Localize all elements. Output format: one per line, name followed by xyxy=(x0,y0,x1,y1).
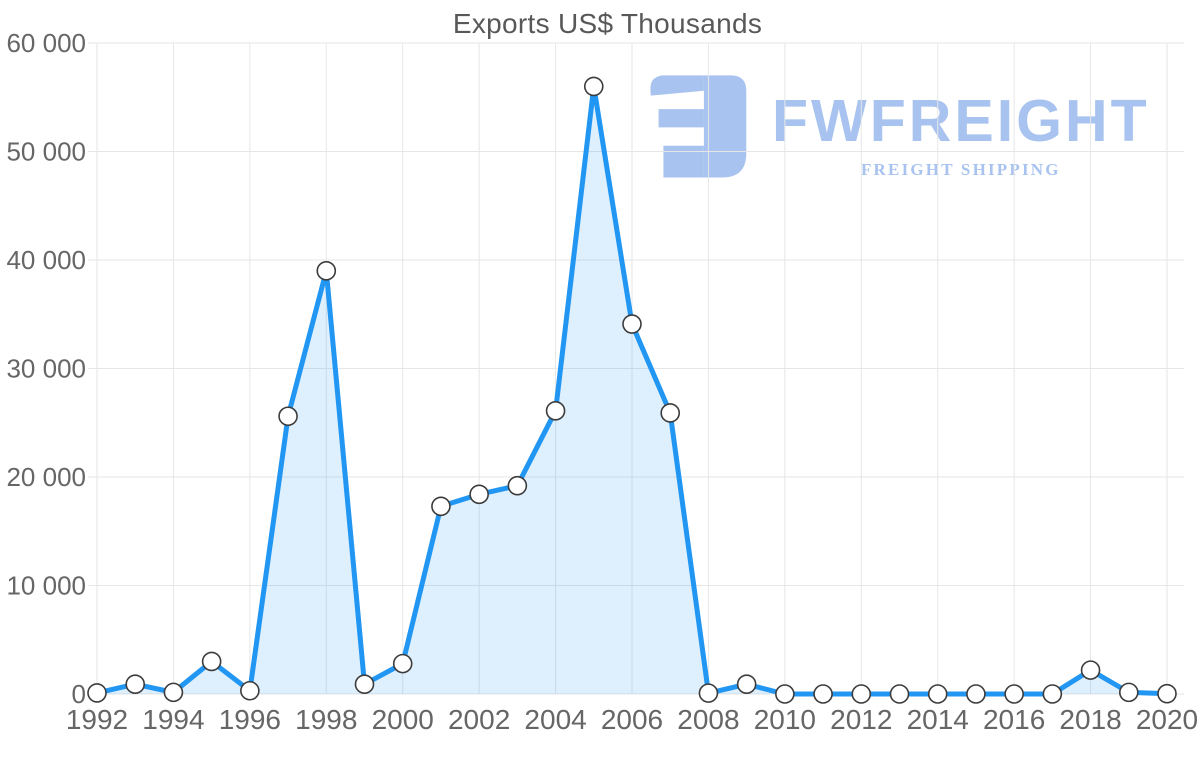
y-tick-label: 30 000 xyxy=(6,354,86,384)
logo-wordmark: FWFREIGHT xyxy=(772,88,1150,154)
data-point-marker[interactable] xyxy=(87,683,107,703)
data-point-marker[interactable] xyxy=(163,682,184,703)
data-point-marker[interactable] xyxy=(813,684,833,704)
data-point-marker[interactable] xyxy=(1042,684,1063,704)
data-point-marker[interactable] xyxy=(431,496,451,517)
x-tick-label: 1992 xyxy=(66,704,128,735)
data-point-marker[interactable] xyxy=(545,401,566,421)
data-point-marker[interactable] xyxy=(966,684,986,704)
data-point-marker[interactable] xyxy=(1118,682,1139,703)
x-tick-label: 2014 xyxy=(907,704,969,735)
series-area-fill xyxy=(97,86,1167,694)
y-tick-label: 10 000 xyxy=(6,571,86,601)
y-tick-label: 20 000 xyxy=(6,462,86,492)
data-point-marker[interactable] xyxy=(775,684,795,704)
data-point-marker[interactable] xyxy=(201,651,222,672)
data-point-marker[interactable] xyxy=(1157,683,1177,704)
data-point-marker[interactable] xyxy=(125,674,146,695)
x-tick-label: 2008 xyxy=(677,704,739,735)
y-tick-label: 40 000 xyxy=(6,245,86,275)
data-point-marker[interactable] xyxy=(851,684,872,704)
x-tick-label: 2020 xyxy=(1136,704,1198,735)
x-tick-label: 1996 xyxy=(219,704,281,735)
x-tick-label: 2010 xyxy=(754,704,816,735)
x-tick-label: 1998 xyxy=(295,704,357,735)
data-point-marker[interactable] xyxy=(698,683,719,703)
x-tick-label: 2004 xyxy=(524,704,586,735)
x-tick-label: 2016 xyxy=(983,704,1045,735)
data-point-marker[interactable] xyxy=(392,653,413,674)
x-tick-label: 2018 xyxy=(1059,704,1121,735)
logo-text-block: FWFREIGHT FREIGHT SHIPPING xyxy=(772,92,1150,180)
data-point-marker[interactable] xyxy=(240,680,260,701)
data-point-marker[interactable] xyxy=(927,684,948,704)
data-point-marker[interactable] xyxy=(583,76,604,97)
x-tick-label: 2012 xyxy=(830,704,892,735)
x-tick-label: 2006 xyxy=(601,704,663,735)
x-tick-label: 2000 xyxy=(372,704,434,735)
data-point-marker[interactable] xyxy=(889,684,910,704)
y-tick-label: 60 000 xyxy=(6,28,86,58)
chart-title: Exports US$ Thousands xyxy=(452,8,763,39)
logo-tagline: FREIGHT SHIPPING xyxy=(860,160,1061,179)
data-point-marker[interactable] xyxy=(1004,684,1024,704)
data-point-marker[interactable] xyxy=(316,261,337,281)
data-point-marker[interactable] xyxy=(507,475,528,496)
data-point-marker[interactable] xyxy=(1080,660,1101,680)
data-point-marker[interactable] xyxy=(660,403,681,423)
y-tick-label: 0 xyxy=(72,679,86,709)
data-point-marker[interactable] xyxy=(354,674,375,695)
data-point-marker[interactable] xyxy=(622,314,642,334)
data-point-marker[interactable] xyxy=(278,406,298,427)
data-point-marker[interactable] xyxy=(469,484,489,505)
x-tick-label: 2002 xyxy=(448,704,510,735)
x-tick-label: 1994 xyxy=(142,704,204,735)
y-tick-label: 50 000 xyxy=(6,137,86,167)
data-point-marker[interactable] xyxy=(736,674,757,695)
